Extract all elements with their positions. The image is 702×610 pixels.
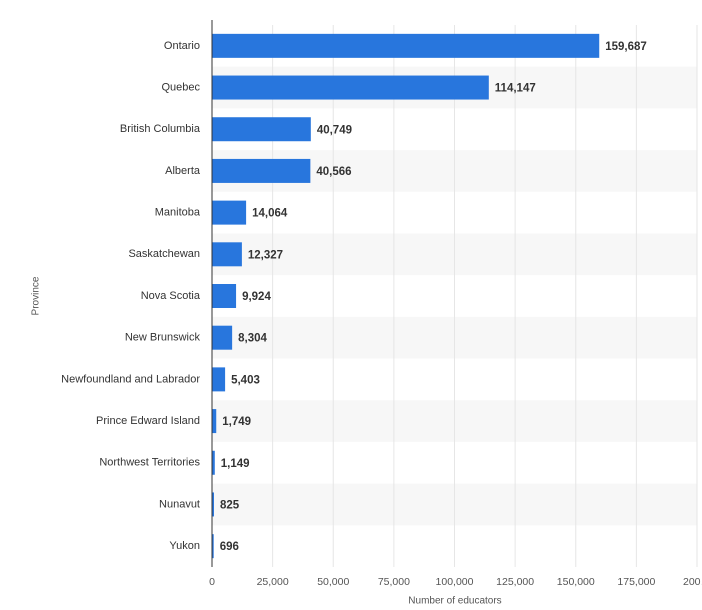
- x-tick-label: 150,000: [557, 576, 595, 588]
- value-label: 40,749: [317, 124, 352, 136]
- x-tick-label: 50,000: [317, 576, 349, 588]
- y-tick-label: Saskatchewan: [128, 248, 200, 260]
- x-axis-label: Number of educators: [408, 596, 501, 607]
- bar: [212, 158, 311, 183]
- value-label: 159,687: [605, 41, 647, 53]
- y-tick-label: Ontario: [164, 40, 200, 52]
- y-tick-label: Yukon: [169, 540, 200, 552]
- value-label: 825: [220, 499, 240, 511]
- bar: [212, 75, 489, 100]
- x-tick-label: 125,000: [496, 576, 534, 588]
- y-tick-label: Newfoundland and Labrador: [61, 373, 200, 385]
- y-tick-label: Quebec: [161, 81, 200, 93]
- bar: [212, 284, 237, 308]
- value-label: 14,064: [252, 208, 288, 220]
- y-tick-label: Nova Scotia: [141, 290, 201, 302]
- x-tick-label: 75,000: [378, 576, 410, 588]
- bar: [212, 409, 217, 434]
- bar: [212, 492, 215, 517]
- y-tick-label: Northwest Territories: [99, 457, 200, 469]
- x-tick-label: 25,000: [257, 576, 289, 588]
- bar: [212, 450, 215, 475]
- bar: [212, 200, 247, 225]
- y-tick-label: British Columbia: [120, 123, 201, 135]
- bar: [212, 325, 233, 350]
- bar: [212, 534, 214, 559]
- x-tick-label: 0: [209, 576, 215, 588]
- value-label: 8,304: [238, 333, 267, 345]
- y-tick-label: Manitoba: [155, 207, 201, 219]
- x-tick-label: 175,000: [617, 576, 655, 588]
- value-label: 1,149: [221, 458, 250, 470]
- y-tick-label: Alberta: [165, 165, 201, 177]
- bar: [212, 242, 242, 267]
- y-tick-label: Nunavut: [159, 498, 200, 510]
- value-label: 12,327: [248, 249, 283, 261]
- value-label: 1,749: [222, 416, 251, 428]
- value-label: 40,566: [316, 166, 351, 178]
- value-label: 9,924: [242, 291, 271, 303]
- bar: [212, 367, 226, 392]
- x-tick-label: 200…: [683, 576, 702, 588]
- bar: [212, 33, 600, 58]
- value-label: 5,403: [231, 374, 260, 386]
- y-axis-label: Province: [31, 276, 42, 315]
- value-label: 696: [220, 541, 239, 553]
- bar: [212, 117, 311, 142]
- y-tick-label: New Brunswick: [125, 332, 201, 344]
- y-tick-label: Prince Edward Island: [96, 415, 200, 427]
- value-label: 114,147: [495, 83, 536, 95]
- x-tick-label: 100,000: [436, 576, 474, 588]
